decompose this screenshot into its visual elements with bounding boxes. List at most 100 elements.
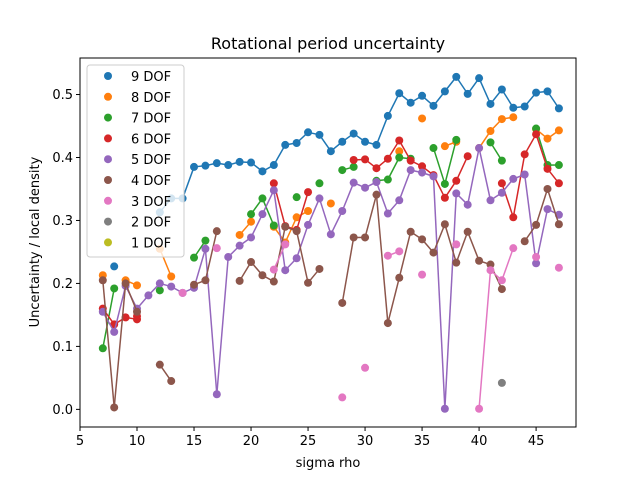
data-point	[190, 253, 199, 262]
data-point	[395, 153, 404, 162]
series-line-segment	[478, 77, 492, 105]
data-point	[463, 89, 472, 98]
data-point	[269, 161, 278, 170]
data-point	[486, 99, 495, 108]
data-point	[383, 111, 392, 120]
legend-marker	[104, 176, 112, 184]
data-point	[452, 72, 461, 81]
series-line-segment	[455, 155, 469, 182]
data-point	[383, 319, 392, 328]
data-point	[497, 378, 506, 387]
data-point	[475, 74, 484, 83]
y-tick-label: 0.4	[52, 151, 73, 166]
data-point	[304, 207, 313, 216]
data-point	[247, 233, 256, 242]
series-line-segment	[364, 194, 378, 238]
data-point	[543, 184, 552, 193]
data-point	[372, 164, 381, 173]
data-point	[554, 263, 563, 272]
data-point	[167, 377, 176, 386]
data-point	[201, 244, 210, 253]
data-point	[463, 152, 472, 161]
x-tick-label: 20	[243, 434, 260, 449]
data-point	[372, 178, 381, 187]
legend-label: 2 DOF	[131, 216, 171, 231]
data-point	[269, 221, 278, 230]
data-point	[554, 220, 563, 229]
data-point	[338, 137, 347, 146]
legend-marker	[104, 92, 112, 101]
data-point	[532, 252, 541, 261]
x-tick-label: 5	[76, 434, 84, 449]
data-point	[440, 87, 449, 96]
data-point	[543, 205, 552, 214]
legend-label: 8 DOF	[131, 91, 171, 106]
data-point	[315, 179, 324, 188]
data-point	[292, 213, 301, 222]
series-line-segment	[375, 181, 389, 214]
y-tick-label: 0.3	[52, 214, 73, 229]
data-point	[326, 230, 335, 239]
data-point	[269, 186, 278, 195]
legend-marker	[104, 134, 112, 143]
x-tick-label: 30	[357, 434, 374, 449]
data-point	[395, 89, 404, 98]
series-line-segment	[295, 224, 309, 259]
data-point	[395, 247, 404, 256]
series-line-segment	[501, 183, 514, 218]
data-point	[440, 220, 449, 229]
data-point	[429, 172, 438, 181]
series-line-segment	[261, 189, 275, 215]
data-point	[486, 127, 495, 136]
data-point	[235, 276, 244, 285]
data-point	[418, 114, 427, 123]
data-point	[201, 236, 210, 245]
data-point	[361, 233, 370, 242]
x-tick-label: 45	[528, 434, 545, 449]
chart-title: Rotational period uncertainty	[211, 34, 445, 53]
series-line-segment	[216, 256, 229, 395]
series-line-segment	[478, 270, 492, 409]
data-point	[418, 168, 427, 177]
data-point	[247, 217, 256, 226]
data-point	[395, 136, 404, 145]
series-2-dof	[497, 378, 506, 387]
data-point	[463, 227, 472, 236]
y-tick-label: 0.2	[52, 277, 73, 292]
data-point	[349, 156, 358, 165]
data-point	[497, 156, 506, 165]
data-point	[440, 193, 449, 202]
data-point	[292, 193, 301, 202]
data-point	[372, 190, 381, 199]
data-point	[497, 276, 506, 285]
data-point	[281, 266, 290, 275]
data-point	[429, 101, 438, 110]
series-layer	[98, 72, 563, 413]
data-point	[292, 254, 301, 263]
data-point	[235, 157, 244, 166]
data-point	[486, 266, 495, 275]
data-point	[361, 183, 370, 192]
data-point	[144, 291, 153, 300]
data-point	[155, 279, 164, 288]
data-point	[395, 273, 404, 282]
data-point	[338, 207, 347, 216]
data-point	[110, 327, 119, 336]
data-point	[247, 210, 256, 219]
series-line-segment	[113, 283, 127, 408]
data-point	[475, 256, 484, 265]
data-point	[509, 244, 518, 253]
series-line-segment	[546, 188, 560, 225]
legend-label: 9 DOF	[131, 70, 171, 85]
data-point	[361, 363, 370, 372]
data-point	[315, 264, 324, 273]
data-point	[452, 258, 461, 267]
data-point	[497, 85, 506, 94]
data-point	[167, 282, 176, 291]
data-point	[486, 138, 495, 147]
data-point	[110, 284, 119, 293]
data-point	[212, 159, 221, 168]
legend-marker	[104, 196, 112, 205]
data-point	[349, 162, 358, 171]
